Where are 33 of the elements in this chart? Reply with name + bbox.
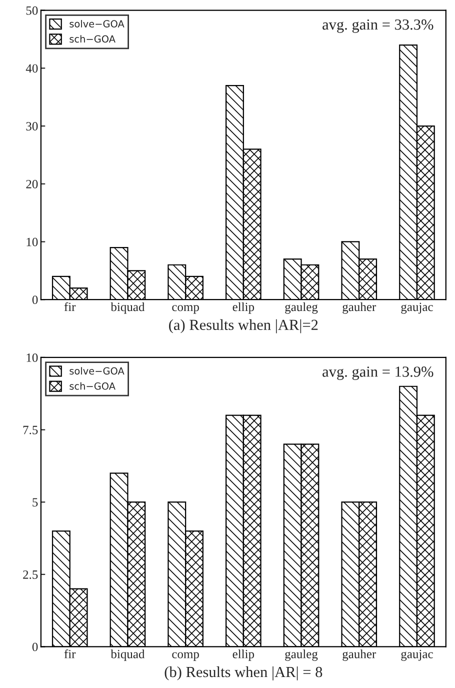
y-tick-label: 2.5 — [23, 570, 38, 579]
x-tick-label: gauher — [342, 302, 376, 314]
x-tick-label: biquad — [110, 650, 145, 661]
legend-label: sch−GOA — [70, 382, 116, 390]
x-axis-title: (b) Results when |AR| = 8 — [164, 666, 322, 680]
x-tick-label: gaujac — [401, 650, 433, 661]
x-axis-title: (a) Results when |AR|=2 — [169, 319, 318, 334]
x-tick-label: comp — [172, 652, 199, 661]
legend-label: sch−GOA — [70, 35, 116, 43]
y-tick-label: 0 — [32, 642, 38, 652]
y-tick-label: 40 — [26, 64, 38, 73]
x-tick-label: comp — [172, 305, 199, 314]
x-tick-label: biquad — [110, 302, 145, 314]
x-tick-label: ellip — [232, 650, 254, 661]
x-tick-label: fir — [64, 302, 76, 312]
y-tick-label: 20 — [26, 180, 38, 188]
x-tick-label: gauleg — [285, 650, 318, 661]
legend-label: solve−GOA — [70, 20, 124, 28]
annotation: avg. gain = 33.3% — [322, 19, 434, 33]
annotation: avg. gain = 13.9% — [322, 366, 434, 380]
y-tick-label: 10 — [26, 353, 38, 362]
x-tick-label: fir — [64, 649, 76, 658]
x-tick-label: gauleg — [285, 302, 318, 314]
legend-label: solve−GOA — [70, 367, 124, 375]
y-tick-label: 30 — [26, 122, 38, 130]
y-tick-label: 7.5 — [23, 426, 38, 434]
x-tick-label: ellip — [232, 302, 254, 314]
y-tick-label: 5 — [32, 498, 38, 507]
x-tick-label: gaujac — [401, 302, 433, 314]
y-tick-label: 50 — [26, 6, 38, 15]
y-tick-label: 10 — [26, 238, 38, 246]
x-tick-label: gauher — [342, 650, 376, 661]
y-tick-label: 0 — [32, 296, 38, 304]
